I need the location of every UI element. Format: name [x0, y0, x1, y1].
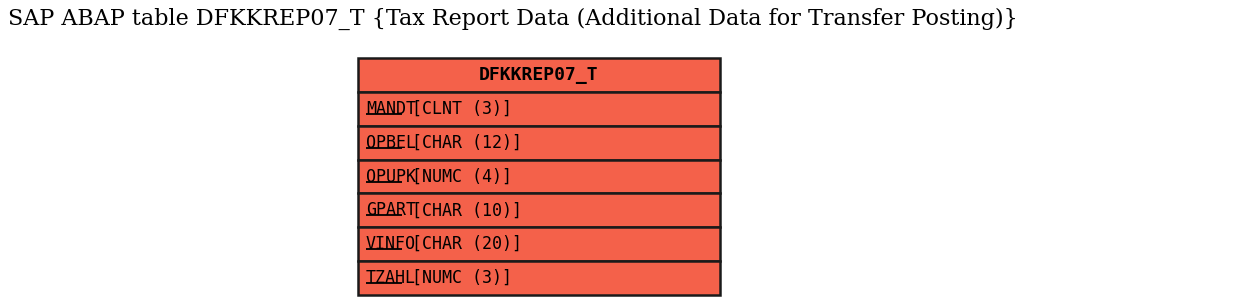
Text: [CHAR (10)]: [CHAR (10)]	[402, 201, 522, 219]
Bar	[357, 58, 720, 92]
Text: [CHAR (20)]: [CHAR (20)]	[402, 235, 522, 253]
Text: [NUMC (3)]: [NUMC (3)]	[402, 269, 513, 287]
Text: OPBEL: OPBEL	[366, 134, 416, 152]
Text: [CHAR (12)]: [CHAR (12)]	[402, 134, 522, 152]
Text: VINFO: VINFO	[366, 235, 416, 253]
Text: TZAHL: TZAHL	[366, 269, 416, 287]
Text: SAP ABAP table DFKKREP07_T {Tax Report Data (Additional Data for Transfer Postin: SAP ABAP table DFKKREP07_T {Tax Report D…	[7, 8, 1018, 30]
Text: OPUPK: OPUPK	[366, 167, 416, 185]
Bar	[357, 193, 720, 227]
Bar	[357, 126, 720, 160]
Text: [CLNT (3)]: [CLNT (3)]	[402, 100, 513, 118]
Text: MANDT: MANDT	[366, 100, 416, 118]
Text: [NUMC (4)]: [NUMC (4)]	[402, 167, 513, 185]
Text: DFKKREP07_T: DFKKREP07_T	[479, 66, 599, 84]
Text: GPART: GPART	[366, 201, 416, 219]
Bar	[357, 227, 720, 261]
Bar	[357, 160, 720, 193]
Bar	[357, 261, 720, 295]
Bar	[357, 92, 720, 126]
